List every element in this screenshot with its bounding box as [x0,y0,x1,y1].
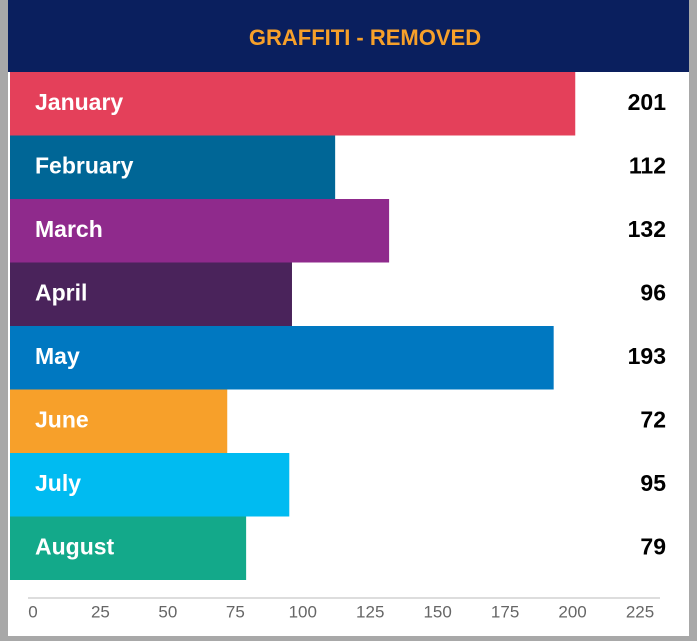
bar [10,135,336,199]
chart-title: GRAFFITI - REMOVED [249,25,481,50]
value-label: 193 [628,343,666,369]
bar [10,389,228,453]
x-tick-label: 150 [423,602,451,621]
x-tick-label: 0 [28,602,37,621]
value-label: 96 [640,279,666,305]
bar [10,199,390,263]
value-label: 132 [628,216,666,242]
value-label: 201 [628,89,667,115]
bar [10,453,290,517]
x-tick-label: 100 [289,602,317,621]
x-tick-label: 200 [558,602,586,621]
category-label: August [35,533,115,559]
category-label: January [35,89,123,115]
bar [10,72,576,136]
bar [10,326,554,390]
value-label: 112 [629,152,666,178]
x-tick-label: 125 [356,602,384,621]
x-tick-label: 225 [626,602,654,621]
x-tick-label: 50 [158,602,177,621]
value-label: 79 [640,533,666,559]
category-label: March [35,216,103,242]
category-label: February [35,152,134,178]
value-label: 95 [640,470,666,496]
category-label: May [35,343,80,369]
category-label: April [35,279,87,305]
x-tick-label: 75 [226,602,245,621]
bar [10,516,247,580]
category-label: June [35,406,89,432]
x-tick-label: 175 [491,602,519,621]
bar [10,262,292,326]
header [8,0,689,72]
category-label: July [35,470,81,496]
value-label: 72 [640,406,666,432]
x-tick-label: 25 [91,602,110,621]
